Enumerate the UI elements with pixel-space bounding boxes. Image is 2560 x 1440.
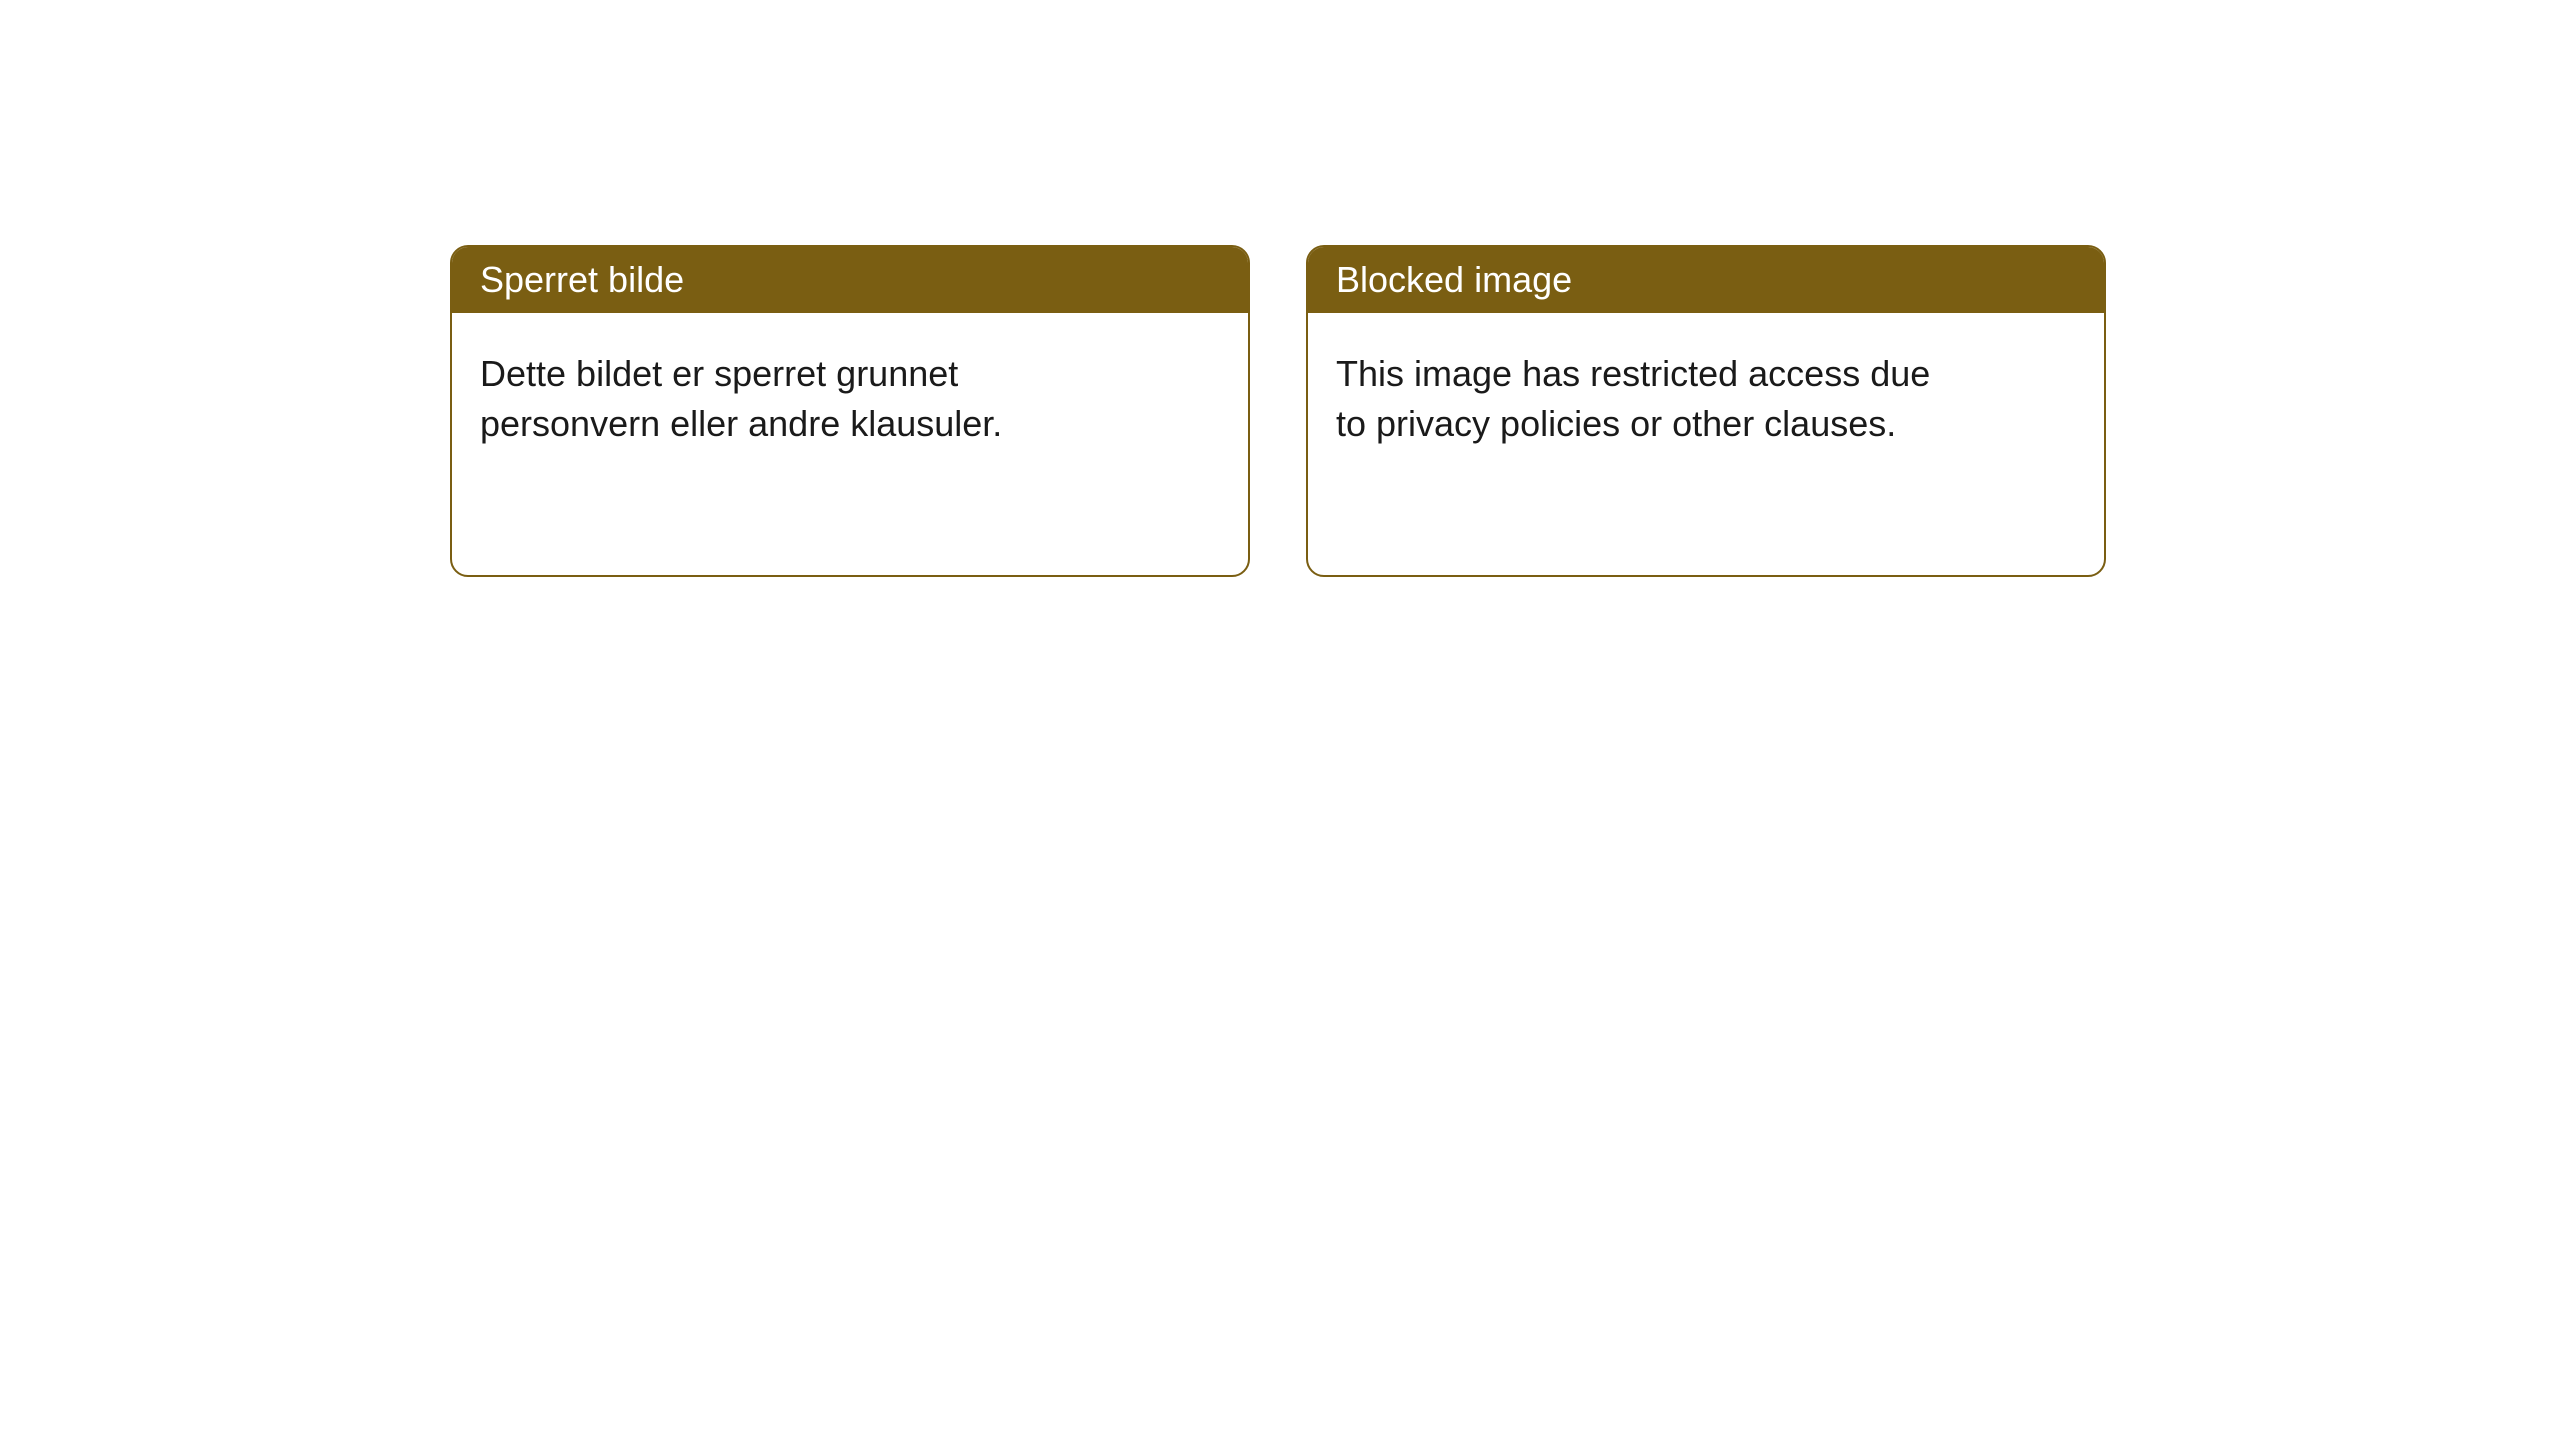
card-body: Dette bildet er sperret grunnet personve… <box>452 313 1132 486</box>
card-header: Sperret bilde <box>452 247 1248 313</box>
card-body-text: This image has restricted access due to … <box>1336 353 1930 444</box>
card-body: This image has restricted access due to … <box>1308 313 1988 486</box>
blocked-image-card-no: Sperret bilde Dette bildet er sperret gr… <box>450 245 1250 577</box>
card-header: Blocked image <box>1308 247 2104 313</box>
card-title: Blocked image <box>1336 259 1572 300</box>
cards-container: Sperret bilde Dette bildet er sperret gr… <box>450 245 2106 577</box>
blocked-image-card-en: Blocked image This image has restricted … <box>1306 245 2106 577</box>
card-body-text: Dette bildet er sperret grunnet personve… <box>480 353 1002 444</box>
card-title: Sperret bilde <box>480 259 684 300</box>
